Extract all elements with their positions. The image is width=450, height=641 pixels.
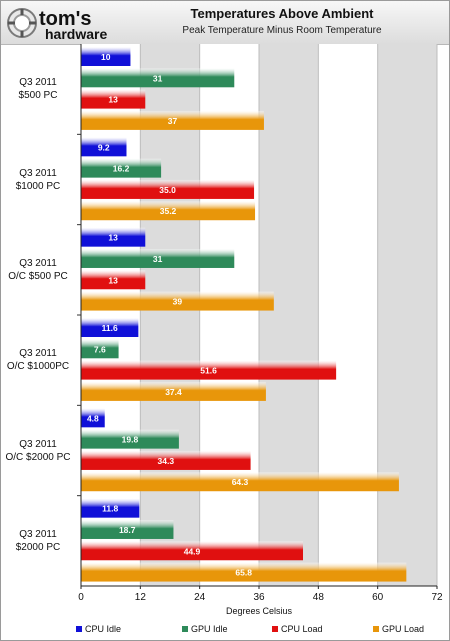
data-label: 11.8 xyxy=(102,504,118,514)
bar-cpu-load xyxy=(81,450,251,470)
bar-cpu-load xyxy=(81,270,146,290)
data-label: 13 xyxy=(108,275,118,285)
x-tick-label: 36 xyxy=(253,592,265,603)
bar-gpu-idle xyxy=(81,429,179,449)
legend-swatch xyxy=(182,626,188,632)
bar-cpu-load xyxy=(81,89,146,109)
toms-hardware-logo: tom's hardware xyxy=(7,8,107,42)
bar-cpu-idle xyxy=(81,137,127,157)
legend-label: CPU Idle xyxy=(85,624,122,634)
data-label: 34.3 xyxy=(158,456,175,466)
bar-cpu-load xyxy=(81,360,337,380)
legend-swatch xyxy=(272,626,278,632)
data-label: 35.0 xyxy=(159,185,176,195)
logo-text-bottom: hardware xyxy=(45,26,107,42)
chart-subtitle: Peak Temperature Minus Room Temperature xyxy=(182,25,382,36)
bar-gpu-load xyxy=(81,381,266,401)
data-label: 4.8 xyxy=(87,413,99,423)
bar-gpu-load xyxy=(81,291,274,311)
bar-gpu-load xyxy=(81,201,256,221)
bar-chart: 10 9.2 13 11.6 4.8 11.8 31 16.2 31 7.6 19.8 18.7 13 3… xyxy=(77,44,443,616)
legend-item: CPU Load xyxy=(272,624,323,634)
data-label: 39 xyxy=(173,297,183,307)
data-label: 64.3 xyxy=(232,477,249,487)
legend-label: GPU Load xyxy=(382,624,425,634)
chart-legend: CPU Idle GPU Idle CPU Load GPU Load xyxy=(0,624,450,638)
data-label: 11.6 xyxy=(102,323,118,333)
bar-cpu-load xyxy=(81,179,255,199)
x-tick-label: 0 xyxy=(78,592,84,603)
grid-band xyxy=(199,44,259,586)
x-tick-label: 24 xyxy=(194,592,206,603)
bar-cpu-idle xyxy=(81,498,140,518)
grid-band xyxy=(377,44,437,586)
data-label: 13 xyxy=(108,233,118,243)
bar-gpu-idle xyxy=(81,248,235,268)
legend-swatch xyxy=(373,626,379,632)
bar-cpu-idle xyxy=(81,47,131,66)
bar-gpu-load xyxy=(81,110,264,130)
data-label: 31 xyxy=(153,254,163,264)
grid-band xyxy=(318,44,378,586)
grid-band xyxy=(259,44,319,586)
bar-gpu-load xyxy=(81,562,407,582)
category-label: Q3 2011 O/C $1000PC xyxy=(6,348,70,373)
legend-swatch xyxy=(76,626,82,632)
data-label: 13 xyxy=(108,95,118,105)
chart-title: Temperatures Above Ambient xyxy=(190,6,374,21)
legend-label: CPU Load xyxy=(281,624,323,634)
chart-header: tom's hardware Temperatures Above Ambien… xyxy=(1,1,449,45)
grid-band xyxy=(81,44,141,586)
data-label: 37.4 xyxy=(165,387,182,397)
data-label: 35.2 xyxy=(160,206,177,216)
data-label: 37 xyxy=(168,116,178,126)
data-label: 19.8 xyxy=(122,435,139,445)
data-label: 7.6 xyxy=(94,344,106,354)
legend-item: GPU Idle xyxy=(182,624,228,634)
x-axis-label: Degrees Celsius xyxy=(226,606,293,616)
data-label: 16.2 xyxy=(113,164,130,174)
data-label: 65.8 xyxy=(235,568,252,578)
bar-gpu-idle xyxy=(81,68,235,88)
bar-cpu-idle xyxy=(81,227,146,247)
data-label: 10 xyxy=(101,52,111,62)
x-tick-label: 60 xyxy=(372,592,384,603)
bar-gpu-load xyxy=(81,472,399,492)
x-tick-label: 12 xyxy=(135,592,147,603)
legend-item: CPU Idle xyxy=(76,624,121,634)
bar-gpu-idle xyxy=(81,519,174,539)
category-label: Q3 2011 $500 PC xyxy=(18,77,58,102)
grid-band xyxy=(140,44,200,586)
data-label: 51.6 xyxy=(200,366,217,376)
category-label: Q3 2011 $2000 PC xyxy=(15,528,61,553)
bar-gpu-idle xyxy=(81,339,119,359)
data-label: 18.7 xyxy=(119,525,136,535)
data-label: 44.9 xyxy=(184,546,201,556)
bar-gpu-idle xyxy=(81,158,162,178)
data-label: 31 xyxy=(153,73,163,83)
data-label: 9.2 xyxy=(98,142,110,152)
category-label: Q3 2011 O/C $500 PC xyxy=(8,257,68,282)
category-label: Q3 2011 O/C $2000 PC xyxy=(5,438,71,463)
category-label: Q3 2011 $1000 PC xyxy=(15,167,61,192)
bar-cpu-load xyxy=(81,541,304,561)
x-tick-label: 48 xyxy=(313,592,325,603)
legend-label: GPU Idle xyxy=(191,624,228,634)
logo-text-top: tom's xyxy=(39,8,92,30)
bar-cpu-idle xyxy=(81,408,105,428)
x-tick-label: 72 xyxy=(431,592,443,603)
legend-item: GPU Load xyxy=(373,624,424,634)
bar-cpu-idle xyxy=(81,318,139,337)
